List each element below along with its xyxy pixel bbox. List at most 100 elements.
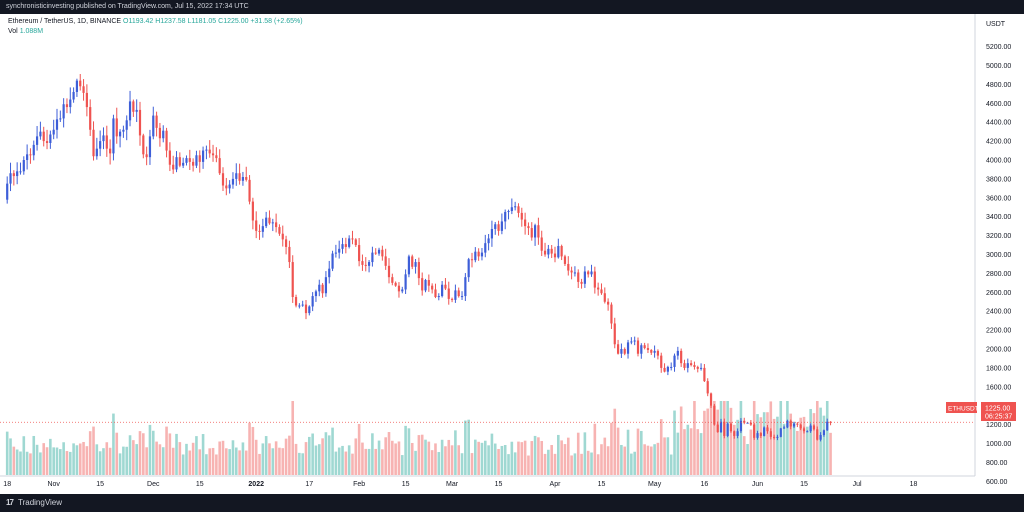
countdown-tag-text: 06:25:37 xyxy=(985,414,1012,421)
volume-bar xyxy=(188,450,192,475)
candle-body xyxy=(175,157,178,170)
candle-body xyxy=(600,289,603,294)
volume-bar xyxy=(666,437,670,475)
volume-bar xyxy=(643,444,646,475)
volume-bar xyxy=(158,444,162,475)
candle-body xyxy=(550,248,553,254)
candle-body xyxy=(42,131,45,142)
candle-body xyxy=(709,393,713,406)
candle-body xyxy=(786,420,789,428)
time-tick-label: Dec xyxy=(147,481,160,488)
volume-bar xyxy=(155,441,158,475)
volume-bar xyxy=(434,443,437,475)
volume-bar xyxy=(347,445,351,475)
candle-body xyxy=(321,284,324,294)
candle-body xyxy=(494,224,497,229)
candle-body xyxy=(62,104,65,119)
candle-body xyxy=(792,423,796,427)
volume-bar xyxy=(171,447,175,475)
volume-bar xyxy=(732,424,736,475)
candle-body xyxy=(570,270,573,273)
volume-bar xyxy=(533,435,537,475)
legend-ohlc: O1193.42 H1237.58 L1181.05 C1225.00 +31.… xyxy=(123,18,303,25)
volume-bar xyxy=(543,453,547,475)
volume-bar xyxy=(493,443,497,475)
candle-body xyxy=(822,430,826,435)
time-tick-label: May xyxy=(648,481,662,488)
legend-symbol: Ethereum / TetherUS, 1D, BINANCE xyxy=(8,18,122,25)
volume-bar xyxy=(248,422,251,475)
volume-bar xyxy=(759,417,763,475)
volume-bar xyxy=(9,438,12,475)
volume-bar xyxy=(699,433,703,475)
candle-body xyxy=(573,272,577,274)
candle-body xyxy=(268,217,271,224)
candle-body xyxy=(802,428,806,432)
volume-bar xyxy=(327,435,331,475)
candle-body xyxy=(696,366,699,369)
volume-bar xyxy=(477,441,480,475)
volume-bar xyxy=(606,446,610,475)
candle-body xyxy=(457,290,460,297)
candle-body xyxy=(55,119,59,130)
candle-body xyxy=(404,274,407,290)
candle-body xyxy=(553,253,557,258)
volume-bar xyxy=(351,453,354,475)
candle-body xyxy=(351,238,354,240)
candle-body xyxy=(238,173,241,181)
volume-bar xyxy=(497,448,500,475)
candle-body xyxy=(211,153,215,156)
volume-bar xyxy=(72,443,75,475)
candle-body xyxy=(427,280,430,286)
volume-bar xyxy=(746,444,749,475)
candle-body xyxy=(367,262,371,266)
candle-body xyxy=(235,173,238,179)
candle-body xyxy=(35,136,39,145)
candle-body xyxy=(95,148,98,157)
candle-body xyxy=(650,349,653,353)
volume-bar xyxy=(361,442,364,475)
volume-bar xyxy=(523,440,527,475)
candle-body xyxy=(9,173,12,184)
candle-body xyxy=(12,173,15,177)
chart-legend: Ethereum / TetherUS, 1D, BINANCE O1193.4… xyxy=(8,17,303,37)
candle-body xyxy=(294,297,298,306)
price-tick-label: 5000.00 xyxy=(986,63,1011,70)
tradingview-footer: 17 TradingView xyxy=(0,494,1024,512)
candle-body xyxy=(391,277,394,283)
volume-bar xyxy=(626,429,630,475)
candle-body xyxy=(540,237,543,251)
volume-bar xyxy=(444,446,447,475)
volume-bar xyxy=(234,447,238,475)
candle-body xyxy=(723,421,726,436)
candle-body xyxy=(434,289,437,298)
volume-bar xyxy=(673,410,676,475)
candle-body xyxy=(683,363,686,368)
volume-bar xyxy=(394,443,397,475)
candle-body xyxy=(125,120,128,130)
volume-bar xyxy=(812,413,816,475)
candle-body xyxy=(666,366,669,372)
candle-body xyxy=(421,278,424,291)
candle-body xyxy=(275,222,278,228)
candle-body xyxy=(304,304,308,314)
candle-body xyxy=(387,265,391,278)
volume-bar xyxy=(118,453,122,475)
volume-bar xyxy=(596,454,600,475)
candle-body xyxy=(464,277,467,297)
volume-bar xyxy=(414,450,417,475)
volume-bar xyxy=(268,443,271,475)
volume-bar xyxy=(55,447,59,475)
volume-bar xyxy=(623,446,627,475)
candle-body xyxy=(776,436,779,438)
candle-body xyxy=(431,285,434,290)
volume-bar xyxy=(39,452,42,475)
volume-bar xyxy=(311,433,314,475)
candle-body xyxy=(411,256,414,267)
volume-bar xyxy=(65,451,69,475)
volume-bar xyxy=(563,444,567,475)
candle-body xyxy=(789,420,792,427)
volume-bar xyxy=(387,432,391,475)
